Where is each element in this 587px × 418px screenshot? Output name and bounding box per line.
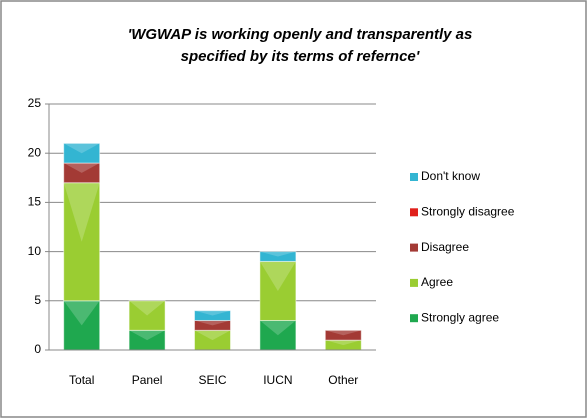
bar-bevel: [194, 310, 231, 316]
legend-swatch: [410, 208, 418, 217]
bar-bevel: [259, 320, 296, 336]
y-tick-label: 0: [34, 342, 41, 356]
bar-bevel: [194, 320, 231, 326]
bar-segment: [63, 182, 101, 302]
bar-bevel: [129, 330, 166, 341]
legend-label: Strongly disagree: [421, 204, 515, 218]
bar-segment: [259, 251, 297, 262]
chart-title: specified by its terms of refernce': [181, 48, 420, 65]
bar-bevel: [259, 261, 296, 291]
bar-segment: [324, 329, 362, 341]
y-tick-label: 15: [28, 195, 42, 209]
legend-swatch: [410, 314, 418, 323]
y-tick-label: 20: [28, 145, 42, 159]
legend-label: Don't know: [421, 169, 480, 183]
bar-segment: [194, 310, 231, 321]
y-tick-label: 10: [28, 244, 42, 258]
legend-label: Agree: [421, 275, 453, 289]
bar-segment: [259, 260, 297, 321]
bar-bevel: [259, 251, 296, 257]
bar-bevel: [194, 330, 231, 341]
bar-segment: [259, 319, 297, 351]
bar-bevel: [325, 340, 362, 346]
legend-swatch: [410, 278, 418, 287]
bar-bevel: [63, 143, 100, 154]
y-tick-label: 5: [34, 293, 41, 307]
bar-segment: [128, 300, 166, 331]
x-tick-label: Panel: [132, 373, 163, 387]
x-tick-label: IUCN: [263, 373, 292, 387]
chart-title: 'WGWAP is working openly and transparent…: [128, 26, 473, 43]
bar-bevel: [325, 330, 362, 336]
legend-label: Strongly agree: [421, 310, 499, 324]
bar-bevel: [63, 182, 100, 242]
bar-bevel: [63, 300, 100, 326]
bar-segment: [63, 142, 101, 164]
bar-bevel: [63, 163, 100, 173]
y-tick-label: 25: [28, 96, 42, 110]
legend-swatch: [410, 243, 418, 252]
x-tick-label: Total: [69, 373, 94, 387]
legend-label: Disagree: [421, 240, 469, 254]
legend-swatch: [410, 173, 418, 181]
bar-bevel: [129, 300, 166, 316]
x-tick-label: Other: [328, 373, 358, 387]
x-tick-label: SEIC: [198, 373, 226, 387]
